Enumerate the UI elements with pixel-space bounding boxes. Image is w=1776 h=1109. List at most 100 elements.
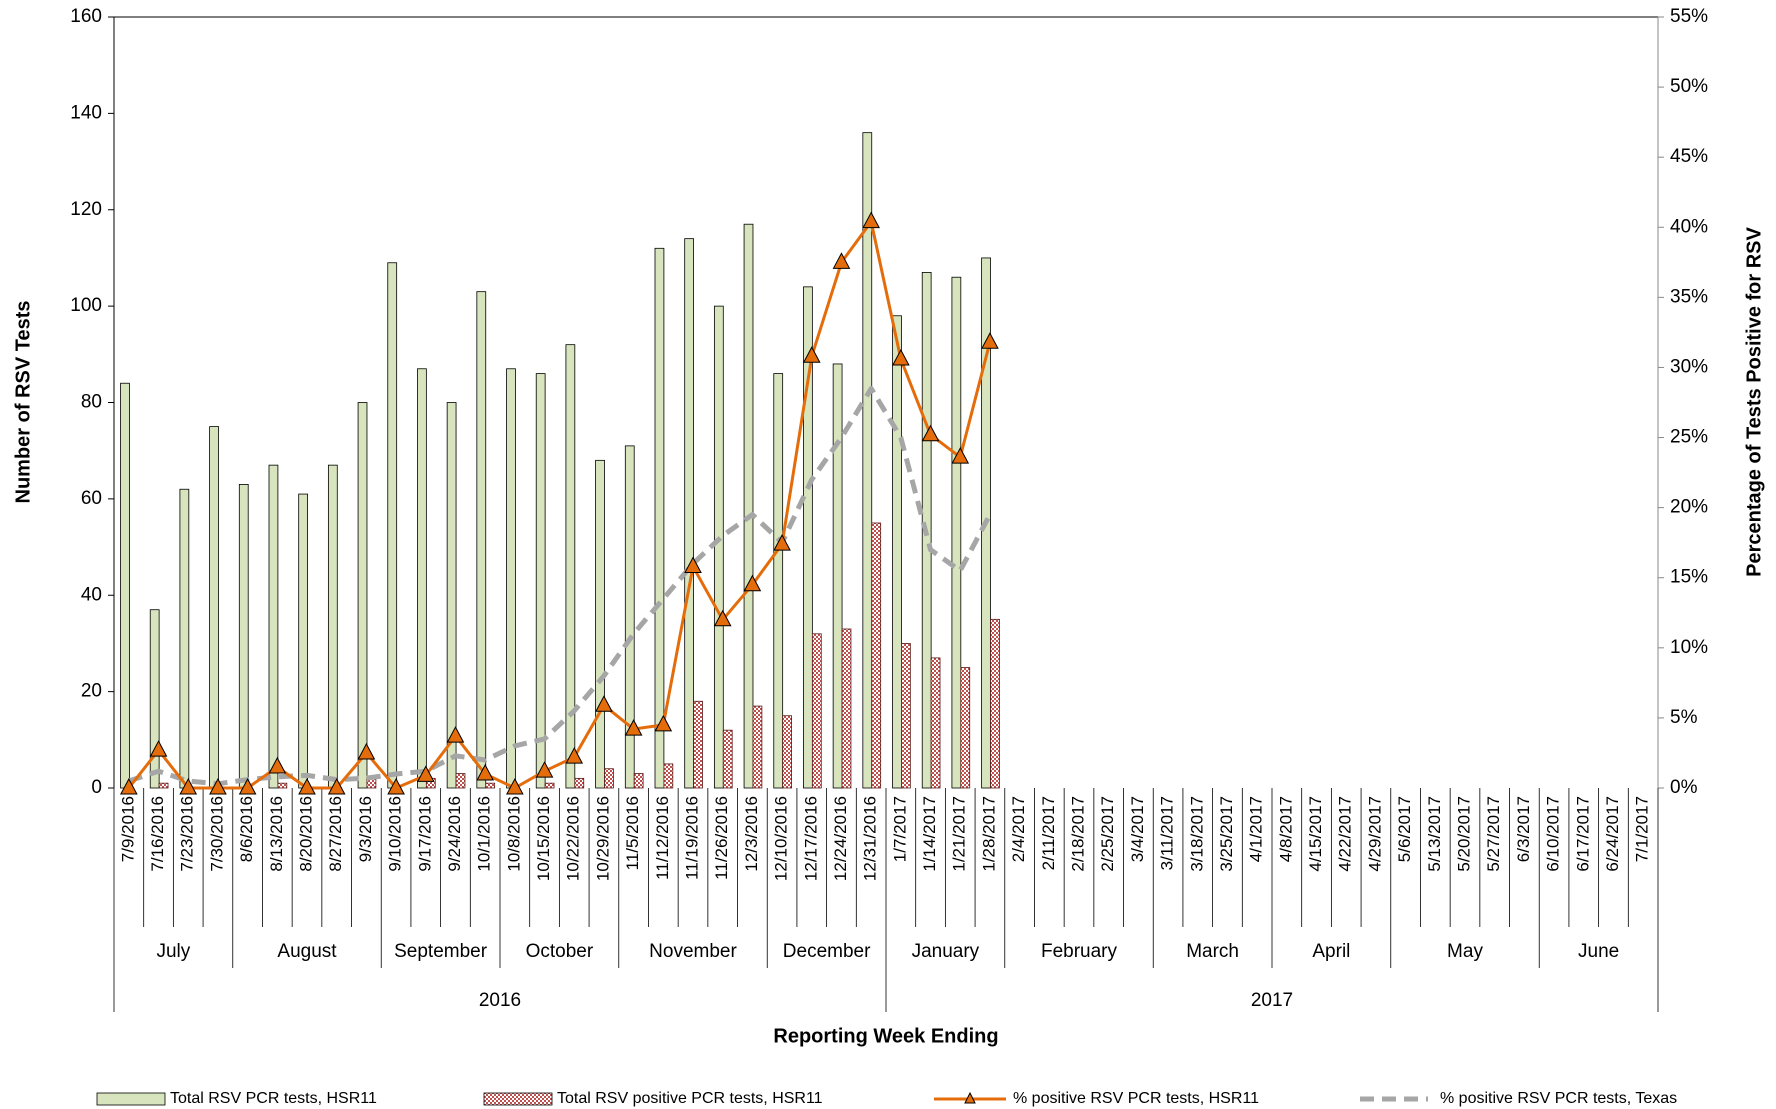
x-tick-label: 9/24/2016 bbox=[445, 796, 464, 872]
y2-tick-label: 15% bbox=[1670, 567, 1708, 588]
x-tick-label: 2/25/2017 bbox=[1098, 796, 1117, 872]
bar bbox=[604, 768, 614, 789]
x-tick-label: 8/20/2016 bbox=[296, 796, 315, 872]
x-tick-label: 5/6/2017 bbox=[1395, 796, 1414, 862]
bar bbox=[892, 315, 902, 789]
x-tick-label: 2/11/2017 bbox=[1039, 796, 1058, 870]
marker bbox=[773, 534, 791, 551]
bar bbox=[832, 363, 843, 789]
x-tick-label: 7/30/2016 bbox=[207, 796, 226, 872]
x-tick-label: 12/24/2016 bbox=[831, 796, 850, 881]
x-tick-label: 4/15/2017 bbox=[1306, 796, 1325, 872]
bar bbox=[485, 782, 496, 789]
bar bbox=[663, 763, 674, 789]
bar bbox=[960, 667, 971, 789]
x-tick-label: 8/6/2016 bbox=[237, 796, 256, 862]
legend-label: % positive RSV PCR tests, Texas bbox=[1440, 1090, 1677, 1107]
marker bbox=[981, 332, 999, 349]
bar bbox=[238, 484, 249, 789]
x-tick-label: 12/31/2016 bbox=[861, 796, 880, 881]
bar bbox=[633, 773, 644, 789]
y-tick-label: 40 bbox=[81, 584, 102, 605]
x-tick-label: 10/1/2016 bbox=[475, 796, 494, 872]
x-tick-label: 1/28/2017 bbox=[979, 796, 998, 872]
bar bbox=[595, 459, 605, 789]
x-tick-label: 7/23/2016 bbox=[178, 796, 197, 872]
y-tick-label: 140 bbox=[70, 102, 102, 123]
year-label: 2016 bbox=[479, 990, 521, 1011]
marker bbox=[209, 777, 227, 795]
bar bbox=[990, 618, 1000, 789]
x-tick-label: 6/24/2017 bbox=[1603, 796, 1622, 872]
bar bbox=[476, 291, 487, 789]
line bbox=[128, 386, 993, 787]
x-tick-label: 10/8/2016 bbox=[504, 796, 523, 872]
bar bbox=[811, 633, 822, 789]
month-label: March bbox=[1186, 941, 1239, 962]
bar bbox=[773, 373, 784, 789]
x-tick-label: 5/20/2017 bbox=[1454, 796, 1473, 872]
y2-tick-label: 5% bbox=[1670, 707, 1698, 728]
x-tick-label: 9/3/2016 bbox=[356, 796, 375, 862]
marker bbox=[179, 777, 198, 795]
month-label: May bbox=[1447, 941, 1483, 962]
legend-swatch bbox=[96, 1092, 166, 1106]
x-tick-label: 3/25/2017 bbox=[1217, 796, 1236, 872]
month-label: July bbox=[156, 941, 190, 962]
x-tick-label: 6/10/2017 bbox=[1544, 796, 1563, 872]
bar bbox=[574, 777, 585, 789]
x-tick-label: 5/27/2017 bbox=[1484, 796, 1503, 872]
marker bbox=[654, 714, 673, 732]
month-label: June bbox=[1578, 941, 1619, 962]
bar bbox=[693, 700, 703, 789]
y-tick-label: 120 bbox=[70, 199, 102, 220]
x-tick-label: 12/17/2016 bbox=[801, 796, 820, 881]
y-tick-label: 100 bbox=[70, 295, 102, 316]
bar bbox=[862, 132, 873, 789]
x-tick-label: 11/26/2016 bbox=[712, 796, 731, 880]
marker bbox=[892, 348, 910, 366]
marker bbox=[565, 747, 584, 764]
year-label: 2017 bbox=[1251, 990, 1293, 1011]
bar bbox=[387, 262, 398, 789]
bar bbox=[951, 276, 962, 789]
y-tick-label: 60 bbox=[81, 488, 102, 509]
x-tick-label: 7/16/2016 bbox=[148, 796, 167, 872]
bar bbox=[782, 715, 792, 789]
bar bbox=[298, 493, 308, 789]
y2-tick-label: 35% bbox=[1670, 286, 1708, 307]
marker bbox=[268, 756, 287, 774]
x-tick-label: 7/1/2017 bbox=[1633, 796, 1652, 862]
x-tick-label: 7/9/2016 bbox=[118, 796, 137, 862]
x-tick-label: 4/29/2017 bbox=[1365, 796, 1384, 872]
marker bbox=[713, 609, 732, 627]
y-axis-title: Number of RSV Tests bbox=[12, 301, 34, 504]
x-tick-label: 6/3/2017 bbox=[1514, 796, 1533, 862]
marker bbox=[416, 765, 435, 782]
marker bbox=[535, 761, 554, 778]
y2-tick-label: 40% bbox=[1670, 216, 1708, 237]
x-tick-label: 4/1/2017 bbox=[1247, 796, 1266, 862]
bar bbox=[624, 445, 635, 789]
bar bbox=[803, 286, 813, 789]
x-tick-label: 5/13/2017 bbox=[1425, 796, 1444, 872]
line bbox=[127, 220, 992, 790]
marker bbox=[149, 740, 168, 757]
marker bbox=[387, 777, 405, 795]
x-tick-label: 10/15/2016 bbox=[534, 796, 553, 881]
bar bbox=[268, 464, 279, 789]
bar bbox=[209, 426, 219, 789]
marker bbox=[832, 252, 851, 269]
bar bbox=[565, 344, 576, 789]
x-tick-label: 9/17/2016 bbox=[415, 796, 434, 872]
marker bbox=[298, 777, 316, 795]
marker bbox=[238, 777, 257, 795]
y2-tick-label: 25% bbox=[1670, 427, 1708, 448]
y-tick-label: 0 bbox=[91, 777, 102, 798]
marker bbox=[624, 719, 643, 736]
bar bbox=[455, 773, 466, 789]
bar bbox=[149, 609, 160, 789]
x-tick-label: 11/19/2016 bbox=[682, 796, 701, 880]
y2-tick-label: 30% bbox=[1670, 356, 1708, 377]
